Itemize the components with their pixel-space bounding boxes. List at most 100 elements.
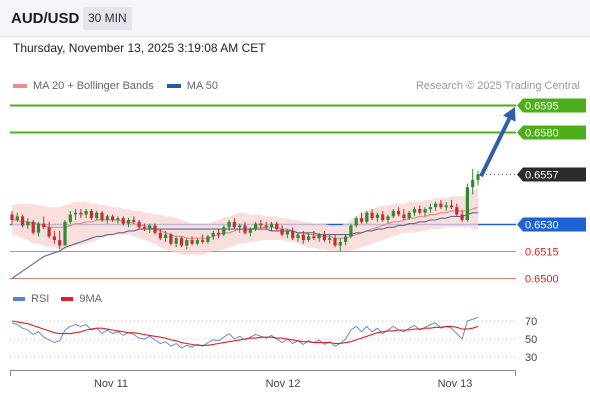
candle-body [47,227,51,237]
candle-body [455,207,459,215]
candle-body [63,221,67,246]
level-tag-label: 0.6557 [525,170,559,182]
levels-layer [10,104,516,279]
candle-body [126,220,131,224]
candle-body [460,214,464,220]
candle-body [42,223,46,228]
legend-ma20: MA 20 + Bollinger Bands [13,80,154,92]
candle-body [269,223,274,228]
candle-body [36,223,41,233]
rsi-line [11,316,479,349]
candle-body [428,207,432,209]
candle-body [264,225,268,228]
candle-body [31,221,35,233]
rsi-tick-label: 50 [525,334,537,346]
candle-body [174,238,178,244]
level-tag [517,98,586,113]
candle-body [148,225,152,230]
ma20-swatch [13,84,27,88]
legend-ma20-label: MA 20 + Bollinger Bands [33,80,154,92]
level-tag [517,125,586,140]
candle-body [328,238,332,240]
candle-body [111,216,115,220]
candle-body [338,241,342,246]
forecast-arrow-layer [479,106,516,178]
symbol-label: AUD/USD [11,10,80,27]
candle-body [89,210,93,219]
timeframe-badge[interactable]: 30 MIN [83,7,132,30]
chart-header: AUD/USD 30 MIN [0,0,590,37]
rsi-tick-label: 30 [525,352,537,364]
candle-body [137,221,141,228]
legend-ma50-label: MA 50 [186,80,218,92]
rsi-legend: RSI 9MA [13,293,114,305]
bollinger-layer [12,187,478,255]
support-level-label: 0.6515 [525,247,559,259]
x-tick-label: Nov 11 [94,378,128,390]
candle-body [434,203,438,208]
candle-body [142,227,146,230]
chart-legend: MA 20 + Bollinger Bands MA 50 [13,80,231,92]
x-tick-label: Nov 13 [438,378,473,390]
candle-body [449,205,454,208]
rsi-tick-label: 70 [525,316,537,328]
candle-body [444,205,448,208]
credit-label: Research © 2025 Trading Central [415,80,580,92]
candle-body [195,240,199,244]
candle-body [52,236,56,240]
level-tag-label: 0.6595 [525,101,559,113]
candle-body [243,225,247,233]
level-tag [517,167,586,182]
candle-body [79,212,83,215]
legend-9ma-label: 9MA [79,293,102,305]
legend-9ma: 9MA [61,293,102,305]
legend-rsi-label: RSI [31,293,50,305]
candle-body [21,216,25,226]
candle-body [344,236,348,242]
candle-body [254,223,258,230]
candle-body [280,229,284,235]
candle-body [15,216,19,220]
candle-body [68,214,72,222]
candle-body [296,234,300,239]
candle-body [354,218,358,226]
candle-body [132,220,136,222]
candle-body [164,234,168,239]
candle-body [375,214,379,219]
candle-body [74,212,78,215]
candle-body [259,223,263,226]
candle-body [370,212,374,219]
candle-body [158,232,162,239]
candle-body [201,240,205,242]
candle-body [84,210,88,215]
candle-body [465,187,469,220]
candle-body [365,212,369,222]
9ma-swatch [61,297,74,301]
candle-body [412,209,417,213]
candle-body [285,230,289,235]
candle-body [185,240,189,246]
candle-body [169,234,173,244]
forecast-arrow-shaft [479,117,512,178]
candle-body [211,232,215,237]
candle-body [232,221,236,228]
rsi-panel: 70 50 30 [10,316,537,364]
candle-body [317,234,321,239]
candle-body [402,214,406,219]
candle-body [206,236,210,242]
candle-body [222,227,226,235]
candle-body [95,212,99,219]
forecast-arrow-head [502,106,516,122]
level-tag-label: 0.6530 [525,220,559,232]
candle-body [307,236,311,240]
legend-ma50: MA 50 [166,80,218,92]
candle-body [391,210,395,217]
level-tag [517,217,586,232]
candle-body [359,218,364,222]
bollinger-band [12,187,478,255]
candle-body [26,221,30,226]
candle-body [301,234,305,241]
candle-body [190,240,194,244]
candle-body [58,240,62,246]
